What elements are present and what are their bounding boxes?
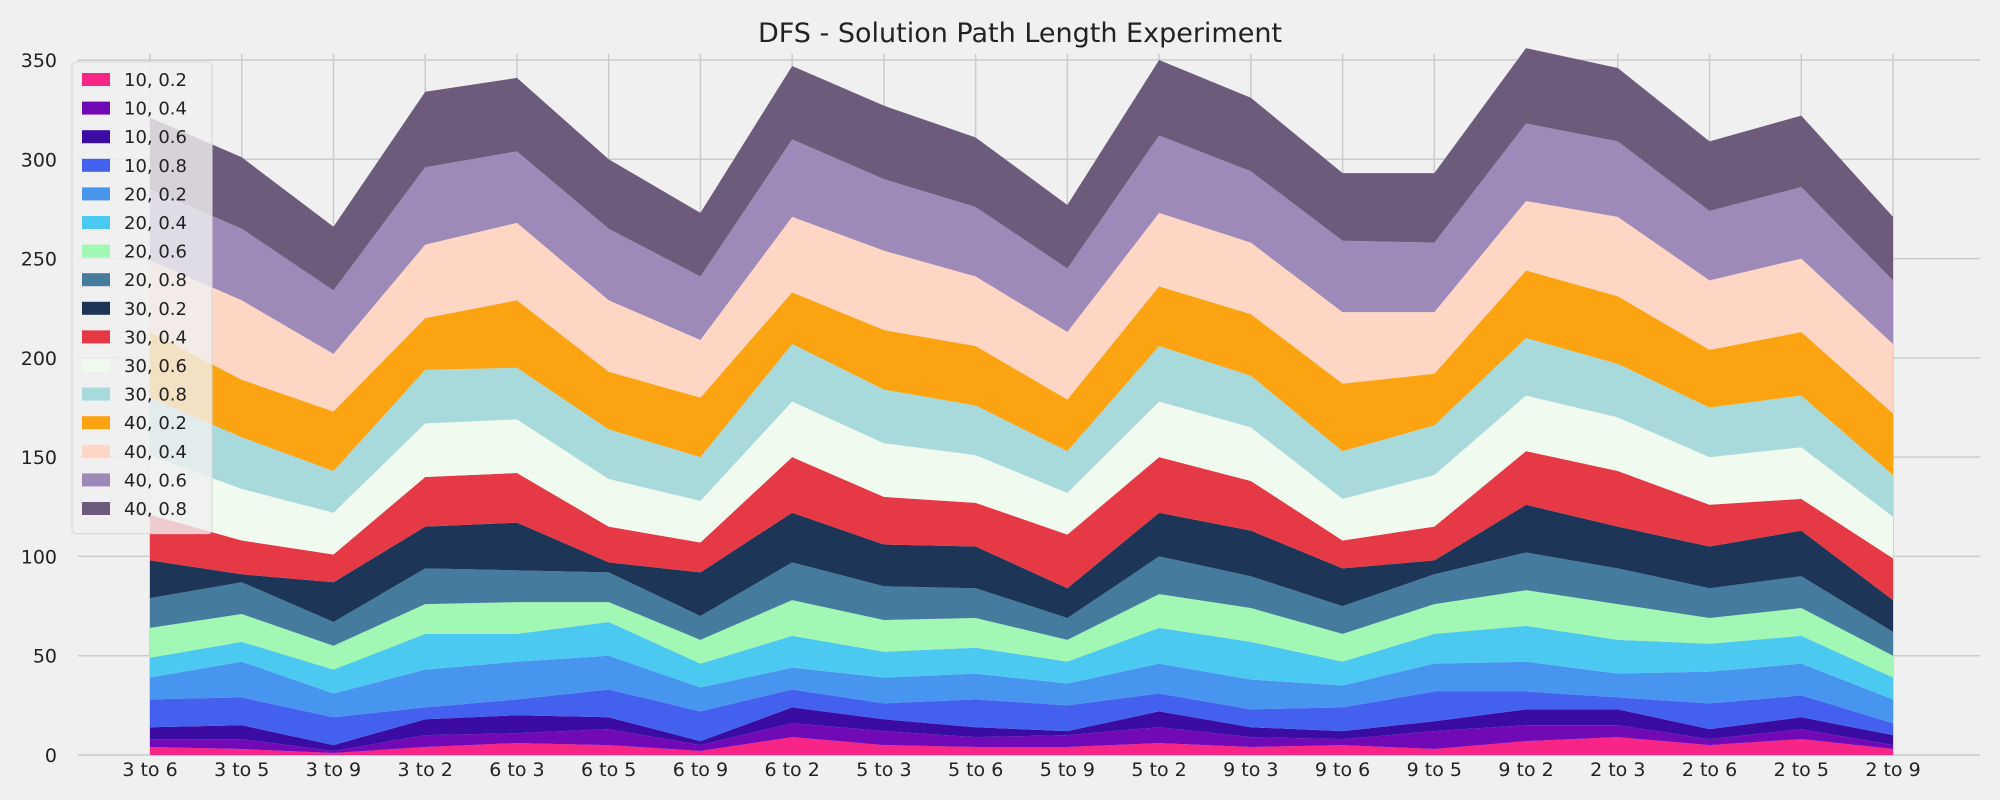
- series-area-20-0-2: [150, 655, 1893, 724]
- x-tick-label: 6 to 9: [673, 759, 728, 781]
- legend-label: 10, 0.6: [124, 127, 187, 148]
- x-tick-label: 5 to 6: [948, 759, 1003, 781]
- series-area-30-0-6: [150, 395, 1893, 559]
- x-tick-label: 6 to 3: [489, 759, 544, 781]
- legend-swatch: [82, 101, 110, 115]
- x-tick-label: 2 to 9: [1865, 759, 1920, 781]
- x-tick-label: 3 to 6: [122, 759, 177, 781]
- series-area-40-0-6: [150, 123, 1893, 354]
- series-area-20-0-4: [150, 621, 1893, 700]
- x-tick-label: 5 to 3: [856, 759, 911, 781]
- series-area-10-0-4: [150, 723, 1893, 754]
- x-tick-label: 9 to 2: [1498, 759, 1553, 781]
- y-tick-label: 0: [45, 745, 57, 767]
- area-layer: [150, 48, 1893, 755]
- series-area-20-0-6: [150, 590, 1893, 678]
- legend-swatch: [82, 416, 110, 430]
- x-tick-label: 3 to 5: [214, 759, 269, 781]
- legend-swatch: [82, 502, 110, 515]
- legend-label: 20, 0.6: [124, 242, 187, 263]
- x-tick-label: 2 to 6: [1682, 759, 1737, 781]
- series-area-30-0-8: [150, 338, 1893, 517]
- legend-swatch: [82, 301, 110, 315]
- x-tick-label: 9 to 5: [1407, 759, 1462, 781]
- x-tick-label: 6 to 5: [581, 759, 636, 781]
- legend-swatch: [82, 473, 110, 487]
- legend-swatch: [82, 359, 110, 372]
- legend-label: 20, 0.8: [124, 270, 187, 291]
- legend-box: [71, 61, 213, 535]
- legend-label: 30, 0.6: [124, 356, 187, 377]
- legend-swatch: [82, 158, 110, 172]
- legend: 10, 0.2 10, 0.4 10, 0.6 10, 0.8 20, 0.2 20, 0…: [71, 61, 213, 535]
- legend-label: 30, 0.2: [124, 299, 187, 320]
- legend-label: 10, 0.4: [124, 99, 187, 120]
- y-tick-label: 100: [21, 546, 57, 568]
- y-tick-label: 50: [33, 646, 57, 668]
- legend-swatch: [82, 73, 110, 86]
- legend-swatch: [82, 273, 110, 287]
- series-area-10-0-2: [150, 737, 1893, 755]
- series-area-40-0-8: [150, 48, 1893, 291]
- legend-label: 30, 0.4: [124, 327, 187, 348]
- y-tick-label: 350: [21, 50, 57, 72]
- legend-swatch: [82, 330, 110, 344]
- series-area-10-0-8: [150, 689, 1893, 746]
- x-tick-label: 9 to 3: [1223, 759, 1278, 781]
- y-axis-ticks: 0 50 100 150 200 250 300 350: [21, 50, 57, 767]
- x-tick-label: 9 to 6: [1315, 759, 1370, 781]
- x-tick-label: 3 to 9: [306, 759, 361, 781]
- legend-label: 20, 0.4: [124, 213, 187, 234]
- legend-swatch: [82, 244, 110, 258]
- series-area-30-0-2: [150, 504, 1893, 632]
- legend-swatch: [82, 130, 110, 144]
- x-tick-label: 6 to 2: [764, 759, 819, 781]
- x-tick-label: 5 to 9: [1040, 759, 1095, 781]
- series-area-20-0-8: [150, 552, 1893, 656]
- legend-label: 40, 0.8: [124, 499, 187, 520]
- x-tick-label: 2 to 5: [1774, 759, 1829, 781]
- legend-label: 40, 0.4: [124, 442, 187, 463]
- y-tick-label: 200: [21, 348, 57, 370]
- legend-swatch: [82, 187, 110, 201]
- y-tick-label: 150: [21, 447, 57, 469]
- legend-label: 30, 0.8: [124, 385, 187, 406]
- series-area-30-0-4: [150, 451, 1893, 601]
- legend-label: 10, 0.8: [124, 156, 187, 177]
- x-tick-label: 2 to 3: [1590, 759, 1645, 781]
- legend-label: 20, 0.2: [124, 184, 187, 205]
- legend-swatch: [82, 444, 110, 458]
- legend-swatch: [82, 387, 110, 401]
- y-tick-label: 250: [21, 249, 57, 271]
- legend-label: 10, 0.2: [124, 70, 187, 91]
- y-tick-label: 300: [21, 149, 57, 171]
- x-axis-ticks: 3 to 6 3 to 5 3 to 9 3 to 2 6 to 3 6 to 5 6 to…: [122, 759, 1920, 781]
- x-tick-label: 5 to 2: [1131, 759, 1186, 781]
- legend-label: 40, 0.2: [124, 413, 187, 434]
- chart-title: DFS - Solution Path Length Experiment: [758, 18, 1282, 49]
- x-tick-label: 3 to 2: [398, 759, 453, 781]
- series-area-40-0-4: [150, 200, 1893, 414]
- legend-swatch: [82, 216, 110, 229]
- legend-label: 40, 0.6: [124, 470, 187, 491]
